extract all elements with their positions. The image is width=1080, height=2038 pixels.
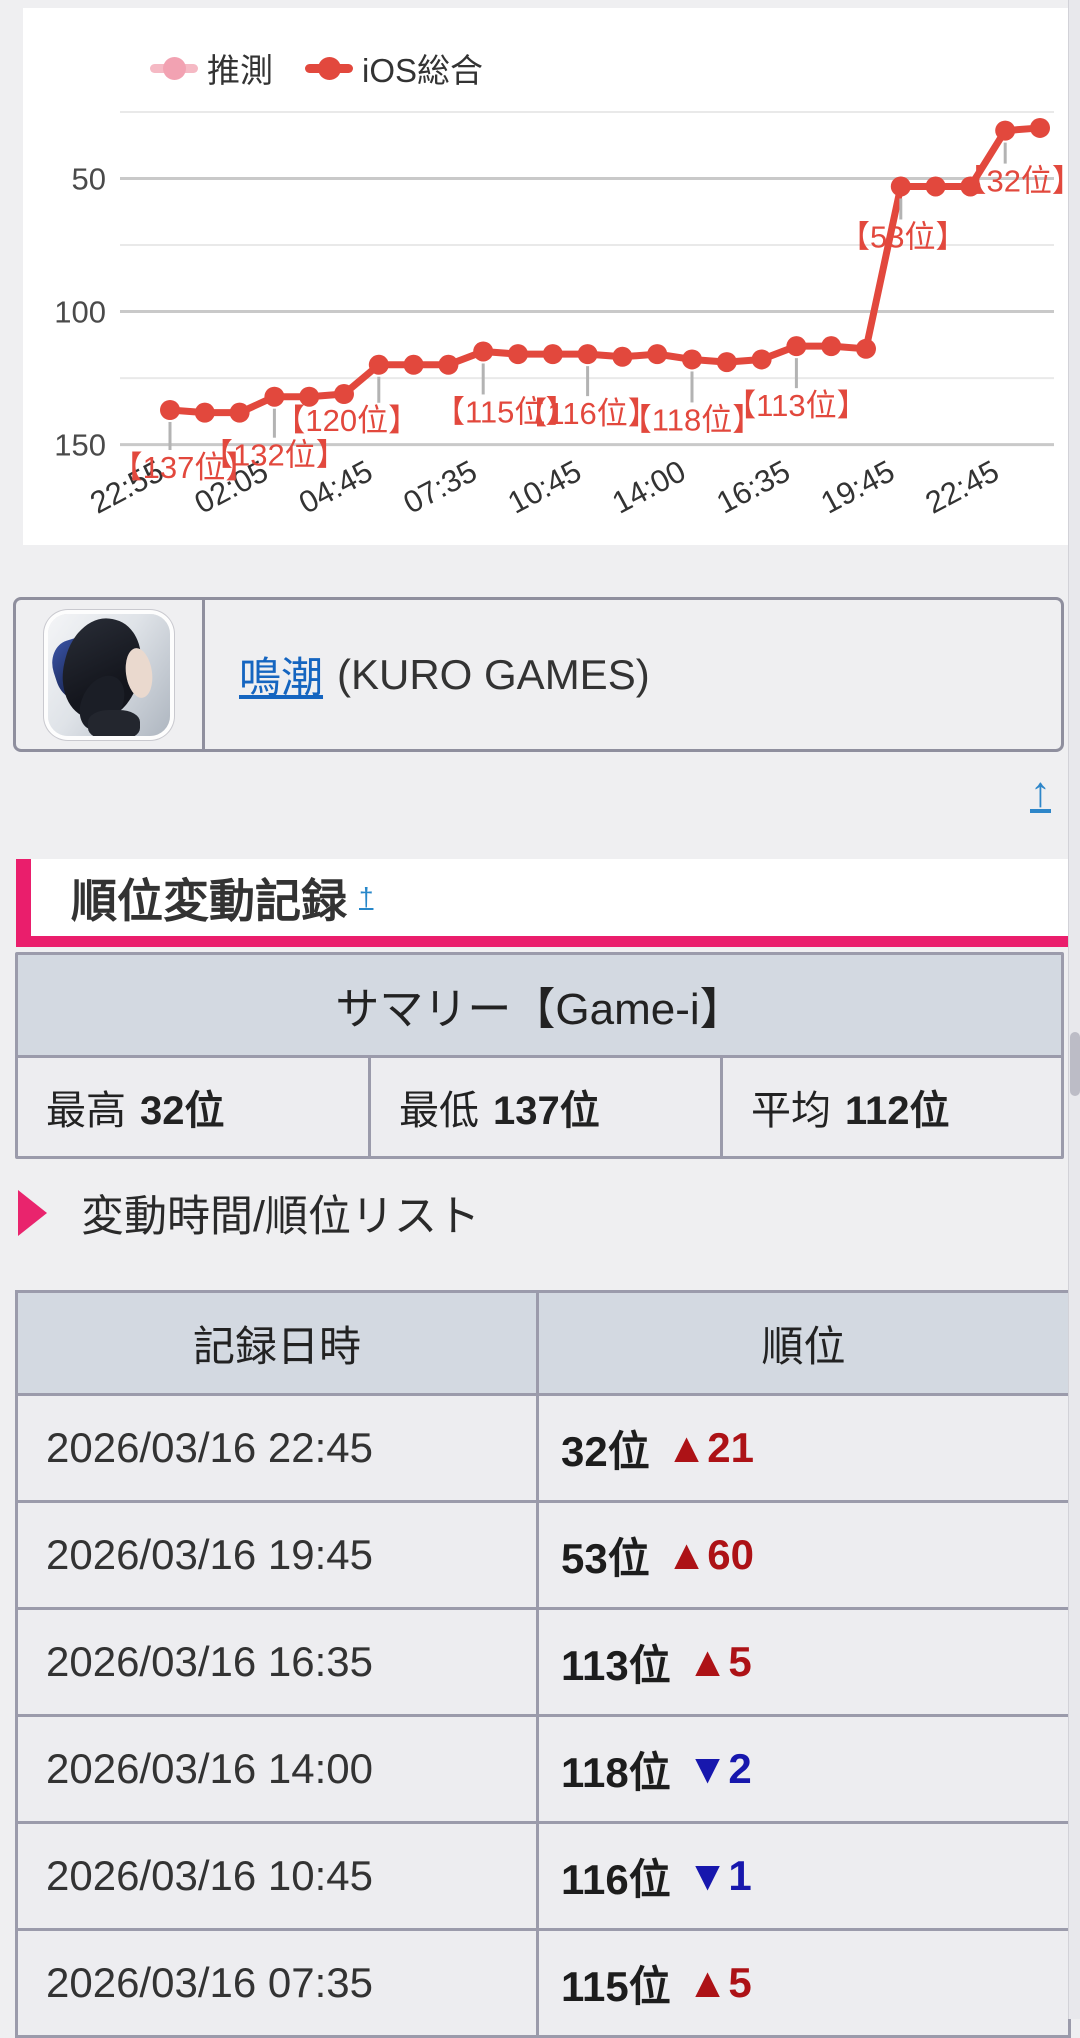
- history-col-rank: 順位: [761, 1322, 846, 1370]
- game-name-link[interactable]: 鳴潮: [239, 654, 324, 701]
- legend-label: 推測: [207, 52, 273, 89]
- history-row: 2026/03/16 16:35 113位 ▲5: [18, 1610, 1068, 1717]
- legend-swatch-icon: [150, 56, 198, 80]
- avatar-art: [88, 709, 140, 736]
- svg-text:16:35: 16:35: [711, 453, 796, 520]
- rank-up-delta: ▲60: [665, 1531, 755, 1578]
- legend-dot-icon: [163, 56, 186, 80]
- summary-header: サマリー【Game-i】: [18, 955, 1061, 1058]
- history-datetime: 2026/03/16 07:35: [18, 1931, 539, 2035]
- game-developer: (KURO GAMES): [337, 650, 650, 698]
- summary-row: 最高 32位 最低 137位 平均 112位: [18, 1058, 1061, 1156]
- legend-label: iOS総合: [362, 52, 484, 89]
- chart-annotation: 【118位】: [621, 402, 763, 437]
- rank-down-delta: ▼2: [686, 1745, 752, 1792]
- section-header: 順位変動記録 †: [16, 859, 1068, 947]
- history-datetime: 2026/03/16 22:45: [18, 1396, 539, 1500]
- history-body: 2026/03/16 22:45 32位 ▲21 2026/03/16 19:45 53…: [18, 1396, 1068, 2035]
- history-header-row: 記録日時 順位: [18, 1293, 1068, 1396]
- game-name-cell: 鳴潮 (KURO GAMES): [205, 600, 1061, 749]
- rank-chart-card: 推測 iOS総合 50 100 150 22:55 02:05 04:45 07:35 10:4…: [23, 8, 1080, 545]
- history-row: 2026/03/16 19:45 53位 ▲60: [18, 1503, 1068, 1610]
- history-rank-cell: 53位 ▲60: [561, 1531, 755, 1582]
- rank-up-delta: ▲5: [686, 1638, 752, 1685]
- chart-annotation: 【113位】: [725, 388, 867, 423]
- list-title-row: 変動時間/順位リスト: [18, 1182, 480, 1244]
- svg-text:19:45: 19:45: [815, 453, 900, 520]
- scrollbar-track[interactable]: [1068, 0, 1080, 2019]
- svg-text:22:45: 22:45: [920, 453, 1005, 520]
- list-title-text: 変動時間/順位リスト: [81, 1193, 480, 1241]
- chart-annotation: 【120位】: [274, 403, 419, 438]
- chart-annotation: 【132位】: [202, 438, 347, 473]
- svg-text:14:00: 14:00: [606, 453, 691, 520]
- history-rank-cell: 113位 ▲5: [561, 1638, 752, 1689]
- history-datetime: 2026/03/16 14:00: [18, 1717, 539, 1821]
- svg-text:07:35: 07:35: [398, 453, 483, 520]
- chart-annotation: 【116位】: [516, 396, 658, 431]
- game-icon-cell: [16, 600, 205, 749]
- rank-down-delta: ▼1: [686, 1852, 752, 1899]
- triangle-bullet-icon: [18, 1190, 47, 1236]
- summary-cell-平均: 平均 112位: [751, 1089, 950, 1133]
- game-avatar[interactable]: [48, 613, 170, 736]
- history-row: 2026/03/16 22:45 32位 ▲21: [18, 1396, 1068, 1503]
- back-to-top-link[interactable]: ↑: [1030, 768, 1051, 815]
- svg-text:100: 100: [54, 295, 106, 330]
- chart-annotation: 【115位】: [434, 394, 576, 429]
- legend-item[interactable]: 推測: [150, 44, 273, 92]
- svg-text:10:45: 10:45: [502, 453, 587, 520]
- chart-legend: 推測 iOS総合: [150, 44, 483, 92]
- history-datetime: 2026/03/16 19:45: [18, 1503, 539, 1607]
- scrollbar-thumb[interactable]: [1070, 1032, 1080, 1096]
- history-row: 2026/03/16 14:00 118位 ▼2: [18, 1717, 1068, 1824]
- history-col-datetime: 記録日時: [18, 1293, 539, 1393]
- section-anchor-link[interactable]: †: [359, 882, 374, 912]
- legend-dot-icon: [318, 56, 341, 80]
- legend-swatch-icon: [305, 56, 353, 80]
- svg-text:50: 50: [72, 162, 106, 197]
- svg-text:150: 150: [54, 428, 106, 463]
- rank-up-delta: ▲21: [665, 1424, 755, 1471]
- legend-item[interactable]: iOS総合: [305, 44, 483, 92]
- section-title: 順位変動記録: [71, 874, 347, 927]
- history-datetime: 2026/03/16 10:45: [18, 1824, 539, 1928]
- chart-annotation: 【53位】: [839, 219, 966, 254]
- summary-table: サマリー【Game-i】 最高 32位 最低 137位 平均 112位: [15, 952, 1064, 1159]
- history-rank-cell: 116位 ▼1: [561, 1852, 752, 1903]
- history-rank-cell: 118位 ▼2: [561, 1745, 752, 1796]
- history-row: 2026/03/16 10:45 116位 ▼1: [18, 1824, 1068, 1931]
- rank-up-delta: ▲5: [686, 1959, 752, 2006]
- history-datetime: 2026/03/16 16:35: [18, 1610, 539, 1714]
- history-row: 2026/03/16 07:35 115位 ▲5: [18, 1931, 1068, 2035]
- history-rank-cell: 32位 ▲21: [561, 1424, 755, 1475]
- history-table: 記録日時 順位 2026/03/16 22:45 32位 ▲21 2026/03/16…: [15, 1290, 1071, 2038]
- game-info-card: 鳴潮 (KURO GAMES): [13, 597, 1064, 752]
- summary-cell-最高: 最高 32位: [18, 1058, 371, 1156]
- summary-cell-最低: 最低 137位: [371, 1058, 723, 1156]
- history-rank-cell: 115位 ▲5: [561, 1959, 752, 2010]
- chart-annotation: 【137位】: [112, 450, 257, 485]
